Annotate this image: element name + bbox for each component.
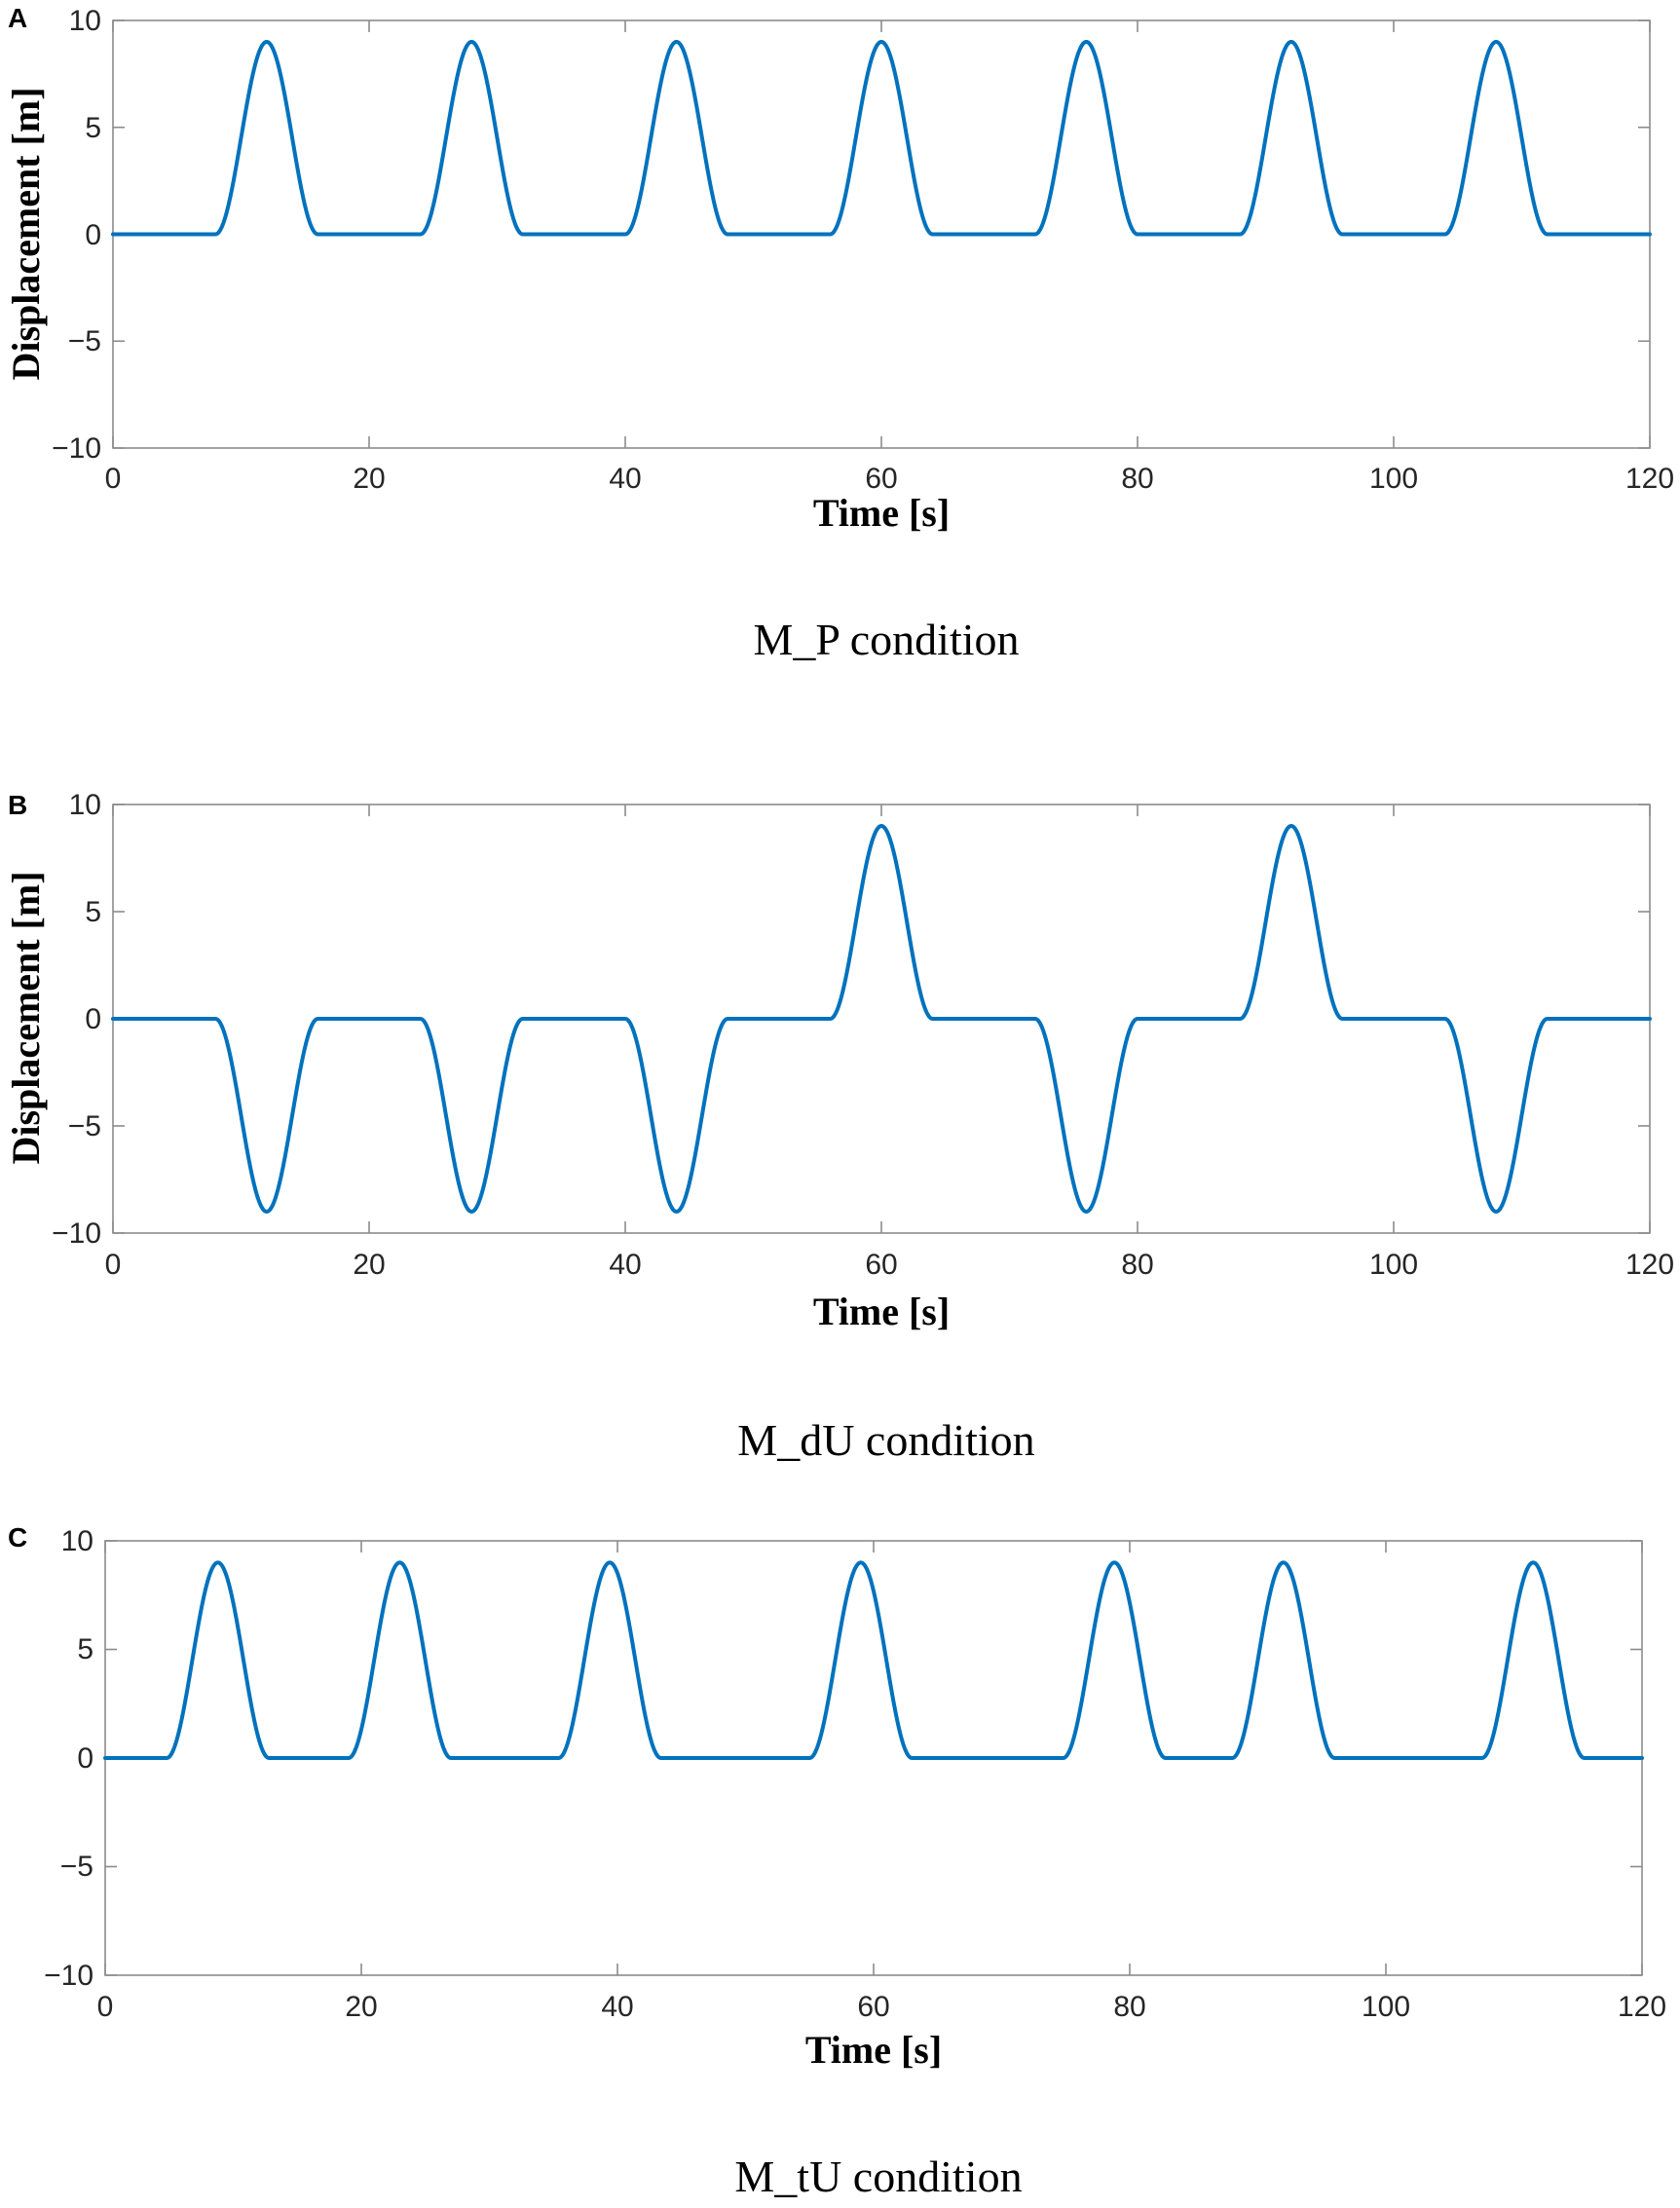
- panel-b: B 10 5 0 −5 −10 0 20 40 60 80 100 120 Ti…: [4, 789, 1674, 1465]
- panel-a-y-axis-title: Displacement [m]: [4, 87, 48, 380]
- panel-a-ticks: [112, 19, 1651, 449]
- panel-a-y-tick-labels: 10 5 0 −5 −10: [52, 5, 101, 465]
- panel-a-letter: A: [8, 3, 27, 33]
- panel-b-x-axis-title: Time [s]: [813, 1290, 950, 1333]
- x-tick-label: 60: [865, 1249, 897, 1281]
- panel-a-x-tick-labels: 0 20 40 60 80 100 120: [105, 463, 1674, 495]
- panel-c: C 10 5 0 −5 −10 0 20 40 60 80 100 120 Ti…: [8, 1522, 1666, 2201]
- x-tick-label: 0: [105, 1249, 122, 1281]
- x-tick-label: 80: [1121, 1249, 1153, 1281]
- x-tick-label: 0: [97, 1991, 114, 2023]
- x-tick-label: 120: [1618, 1991, 1666, 2023]
- y-tick-label: −10: [52, 1217, 101, 1250]
- x-tick-label: 40: [601, 1991, 633, 2023]
- panel-b-series-line: [111, 824, 1652, 1214]
- x-tick-label: 60: [857, 1991, 889, 2023]
- panel-b-y-tick-labels: 10 5 0 −5 −10: [52, 789, 101, 1250]
- panel-c-y-tick-labels: 10 5 0 −5 −10: [44, 1525, 93, 1992]
- y-tick-label: −10: [44, 1960, 93, 1992]
- x-tick-label: 0: [105, 463, 122, 495]
- panel-c-ticks: [104, 1540, 1643, 1976]
- x-tick-label: 80: [1121, 463, 1153, 495]
- y-tick-label: 5: [77, 1633, 93, 1665]
- panel-b-x-tick-labels: 0 20 40 60 80 100 120: [105, 1249, 1674, 1281]
- x-tick-label: 80: [1113, 1991, 1145, 2023]
- x-tick-label: 120: [1625, 1249, 1674, 1281]
- x-tick-label: 40: [609, 1249, 641, 1281]
- y-tick-label: 10: [69, 789, 101, 821]
- y-tick-label: 5: [85, 896, 101, 928]
- y-tick-label: 0: [85, 219, 101, 251]
- x-tick-label: 40: [609, 463, 641, 495]
- y-tick-label: 0: [85, 1003, 101, 1035]
- panel-a: A 10 5 0 −5 −10 0 20 40 60 80 100 120 Ti…: [4, 3, 1674, 664]
- panel-c-series-line: [103, 1560, 1644, 1760]
- panel-c-letter: C: [8, 1522, 27, 1553]
- x-tick-label: 100: [1369, 1249, 1418, 1281]
- y-tick-label: 10: [61, 1525, 93, 1557]
- x-tick-label: 60: [865, 463, 897, 495]
- y-tick-label: 5: [85, 112, 101, 144]
- y-tick-label: −5: [60, 1851, 93, 1883]
- x-tick-label: 100: [1362, 1991, 1410, 2023]
- x-tick-label: 100: [1369, 463, 1418, 495]
- panel-a-series-line: [111, 39, 1652, 237]
- x-tick-label: 120: [1625, 463, 1674, 495]
- panel-b-y-axis-title: Displacement [m]: [4, 871, 48, 1164]
- panel-c-x-tick-labels: 0 20 40 60 80 100 120: [97, 1991, 1666, 2023]
- y-tick-label: −5: [68, 1110, 101, 1142]
- panel-a-x-axis-title: Time [s]: [813, 491, 950, 535]
- x-tick-label: 20: [345, 1991, 377, 2023]
- panel-b-caption: M_dU condition: [737, 1415, 1034, 1465]
- panel-a-caption: M_P condition: [753, 615, 1019, 664]
- y-tick-label: 0: [77, 1742, 93, 1775]
- y-tick-label: 10: [69, 5, 101, 37]
- y-tick-label: −5: [68, 325, 101, 357]
- x-tick-label: 20: [353, 1249, 385, 1281]
- panel-c-caption: M_tU condition: [734, 2152, 1022, 2201]
- panel-c-x-axis-title: Time [s]: [805, 2028, 942, 2072]
- y-tick-label: −10: [52, 432, 101, 465]
- panel-b-ticks: [112, 804, 1651, 1234]
- x-tick-label: 20: [353, 463, 385, 495]
- panel-b-letter: B: [8, 790, 27, 820]
